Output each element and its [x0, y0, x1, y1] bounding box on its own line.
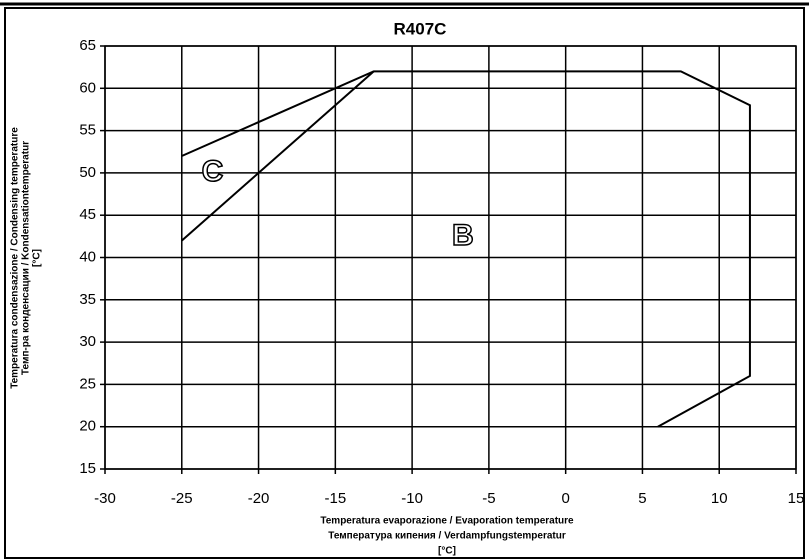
- y-tick-label: 20: [79, 418, 96, 435]
- x-tick-label: -20: [248, 490, 270, 507]
- x-axis-label: Температура кипения / Verdampfungstemper…: [328, 531, 566, 542]
- x-tick-label: 15: [788, 490, 805, 507]
- x-axis-label: [°C]: [438, 546, 456, 557]
- y-tick-label: 55: [79, 122, 96, 139]
- annotation: B: [452, 219, 474, 252]
- envelope-line: [181, 70, 375, 242]
- envelope-line: [181, 70, 751, 428]
- y-tick-label: 25: [79, 375, 96, 392]
- y-tick-label: 30: [79, 333, 96, 350]
- annotation: C: [202, 155, 224, 188]
- y-tick-label: 50: [79, 164, 96, 181]
- x-tick-label: -15: [324, 490, 346, 507]
- y-tick-label: 45: [79, 206, 96, 223]
- x-axis-label: Temperatura evaporazione / Evaporation t…: [320, 516, 574, 527]
- y-axis-label: [°C]: [32, 249, 43, 267]
- y-tick-label: 40: [79, 248, 96, 265]
- y-tick-label: 15: [79, 460, 96, 477]
- y-tick-label: 35: [79, 291, 96, 308]
- x-tick-label: -30: [94, 490, 116, 507]
- y-tick-label: 65: [79, 37, 96, 54]
- y-axis-label: Temperatura condensazione / Condensing t…: [10, 127, 21, 389]
- x-tick-label: 10: [711, 490, 728, 507]
- x-tick-label: 5: [638, 490, 646, 507]
- x-tick-label: -10: [401, 490, 423, 507]
- frame: [4, 7, 805, 559]
- x-tick-label: -5: [482, 490, 495, 507]
- x-tick-label: 0: [561, 490, 569, 507]
- x-tick-label: -25: [171, 490, 193, 507]
- y-axis-label: Темп-ра конденсации / Kondensationtemper…: [21, 141, 32, 375]
- y-tick-label: 60: [79, 79, 96, 96]
- chart-title: R407C: [394, 19, 447, 38]
